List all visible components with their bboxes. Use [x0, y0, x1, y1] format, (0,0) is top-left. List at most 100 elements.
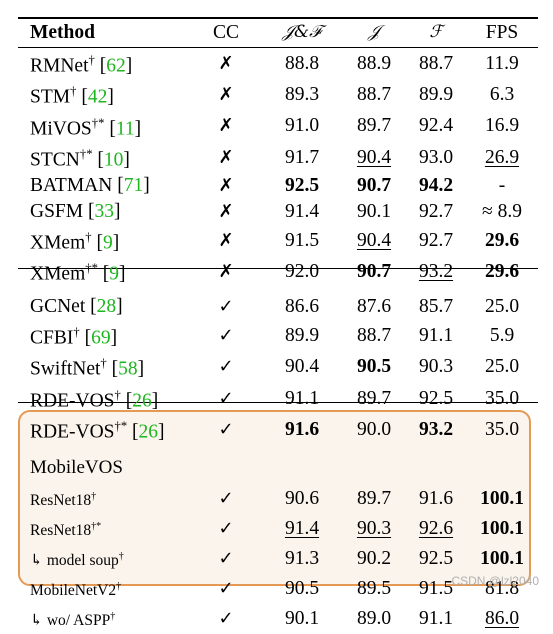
- j-cell: 89.7: [342, 484, 406, 514]
- citation-link[interactable]: [58]: [111, 358, 145, 380]
- citation-link[interactable]: [42]: [81, 86, 114, 108]
- table-row: RMNet† [62] ✗ 88.8 88.9 88.7 11.9: [18, 48, 538, 79]
- j-value: 90.3: [356, 518, 392, 540]
- citation-link[interactable]: [9]: [96, 232, 120, 254]
- table-row: ResNet18† ✓ 90.6 89.7 91.6 100.1: [18, 484, 538, 514]
- cc-cell: ✓: [190, 351, 262, 382]
- jf-cell: 86.6: [262, 294, 342, 320]
- group-separator-rule-2: [18, 402, 538, 403]
- table-row: SwiftNet† [58] ✓ 90.4 90.5 90.3 25.0: [18, 351, 538, 382]
- citation-link[interactable]: [33]: [88, 200, 121, 222]
- citation-link[interactable]: [71]: [117, 175, 150, 197]
- f-cell: 93.2: [406, 256, 466, 287]
- f-value: 91.5: [418, 578, 454, 600]
- jf-value: 90.1: [284, 608, 320, 630]
- jf-cell: 91.4: [262, 514, 342, 544]
- table-row: BATMAN [71] ✗ 92.5 90.7 94.2 -: [18, 173, 538, 199]
- cc-value: ✗: [218, 52, 234, 74]
- f-cell: 93.0: [406, 142, 466, 173]
- table-row: XMem†* [9] ✗ 92.0 90.7 93.2 29.6: [18, 256, 538, 287]
- method-name: ResNet18: [30, 522, 92, 540]
- f-cell: 94.2: [406, 173, 466, 199]
- fps-cell: 81.8: [466, 574, 538, 604]
- fps-cell: 11.9: [466, 48, 538, 79]
- fps-cell: 16.9: [466, 111, 538, 142]
- f-value: 91.1: [418, 608, 454, 630]
- table-row: RDE-VOS† [26] ✓ 91.1 89.7 92.5 35.0: [18, 383, 538, 414]
- citation-number: 33: [94, 200, 115, 222]
- method-cell: RDE-VOS† [26]: [18, 383, 190, 414]
- f-cell: 92.4: [406, 111, 466, 142]
- fps-cell: 100.1: [466, 484, 538, 514]
- citation-number: 71: [123, 175, 144, 197]
- f-cell: 92.7: [406, 199, 466, 225]
- method-name: MiVOS: [30, 118, 92, 140]
- citation-number: 28: [96, 296, 117, 318]
- method-superscript: †: [114, 387, 121, 402]
- jf-value: 91.5: [284, 229, 320, 251]
- j-cell: 87.6: [342, 294, 406, 320]
- cc-cell: ✓: [190, 514, 262, 544]
- citation-number: 9: [102, 232, 113, 254]
- f-cell: 92.7: [406, 225, 466, 256]
- method-name: STM: [30, 86, 71, 108]
- group-cc: GCNet [28] ✓ 86.6 87.6 85.7 25.0 CFBI† [69] ✓ 89…: [18, 294, 538, 445]
- column-header-method: Method: [30, 22, 95, 44]
- f-value: 91.6: [418, 488, 454, 510]
- fps-value: 35.0: [484, 387, 520, 409]
- jf-cell: 90.6: [262, 484, 342, 514]
- fps-value: 25.0: [484, 296, 520, 318]
- citation-link[interactable]: [26]: [132, 421, 165, 443]
- method-superscript: †*: [85, 261, 98, 276]
- fps-value: 16.9: [484, 115, 520, 137]
- cc-value: ✓: [218, 387, 234, 409]
- citation-number: 9: [109, 263, 120, 285]
- citation-link[interactable]: [11]: [109, 118, 142, 140]
- citation-link[interactable]: [62]: [99, 55, 133, 77]
- cc-cell: ✓: [190, 484, 262, 514]
- table-row: ↳ model soup† ✓ 91.3 90.2 92.5 100.1: [18, 544, 538, 574]
- method-cell: GCNet [28]: [18, 294, 190, 320]
- f-value: 90.3: [418, 356, 454, 378]
- citation-number: 11: [115, 118, 135, 140]
- citation-link[interactable]: [28]: [90, 296, 123, 318]
- fps-value: 29.6: [484, 260, 520, 282]
- jf-cell: 88.8: [262, 48, 342, 79]
- citation-link[interactable]: [9]: [102, 263, 126, 285]
- jf-cell: 91.7: [262, 142, 342, 173]
- j-value: 90.5: [356, 356, 392, 378]
- jf-value: 90.6: [284, 488, 320, 510]
- jf-value: 88.8: [284, 52, 320, 74]
- table-row: ResNet18†* ✓ 91.4 90.3 92.6 100.1: [18, 514, 538, 544]
- j-value: 89.7: [356, 115, 392, 137]
- column-header-cc: CC: [212, 22, 239, 44]
- f-value: 93.2: [418, 418, 454, 440]
- jf-cell: 91.1: [262, 383, 342, 414]
- citation-number: 69: [91, 327, 111, 349]
- j-value: 87.6: [356, 296, 392, 318]
- citation-link[interactable]: [26]: [125, 390, 159, 412]
- jf-cell: 92.0: [262, 256, 342, 287]
- f-cell: 88.7: [406, 48, 466, 79]
- mobilevos-title: MobileVOS: [30, 457, 123, 479]
- f-cell: 89.9: [406, 79, 466, 110]
- cc-value: ✓: [218, 296, 234, 318]
- column-header-f: ℱ: [429, 22, 443, 43]
- f-cell: 85.7: [406, 294, 466, 320]
- fps-cell: 29.6: [466, 256, 538, 287]
- j-cell: 88.7: [342, 320, 406, 351]
- citation-link[interactable]: [10]: [97, 149, 130, 171]
- jf-value: 90.4: [284, 356, 320, 378]
- fps-value: 11.9: [485, 52, 519, 74]
- method-superscript: †*: [91, 521, 102, 533]
- cc-value: ✓: [218, 418, 234, 440]
- jf-value: 92.0: [284, 260, 320, 282]
- citation-link[interactable]: [69]: [84, 327, 118, 349]
- j-cell: 90.4: [342, 225, 406, 256]
- jf-cell: 91.5: [262, 225, 342, 256]
- method-name: GSFM: [30, 200, 84, 222]
- header-row: Method CC 𝒥&ℱ 𝒥 ℱ FPS: [18, 18, 538, 48]
- f-value: 88.7: [418, 52, 454, 74]
- method-cell: ↳ model soup†: [18, 544, 190, 574]
- cc-value: ✗: [218, 229, 234, 251]
